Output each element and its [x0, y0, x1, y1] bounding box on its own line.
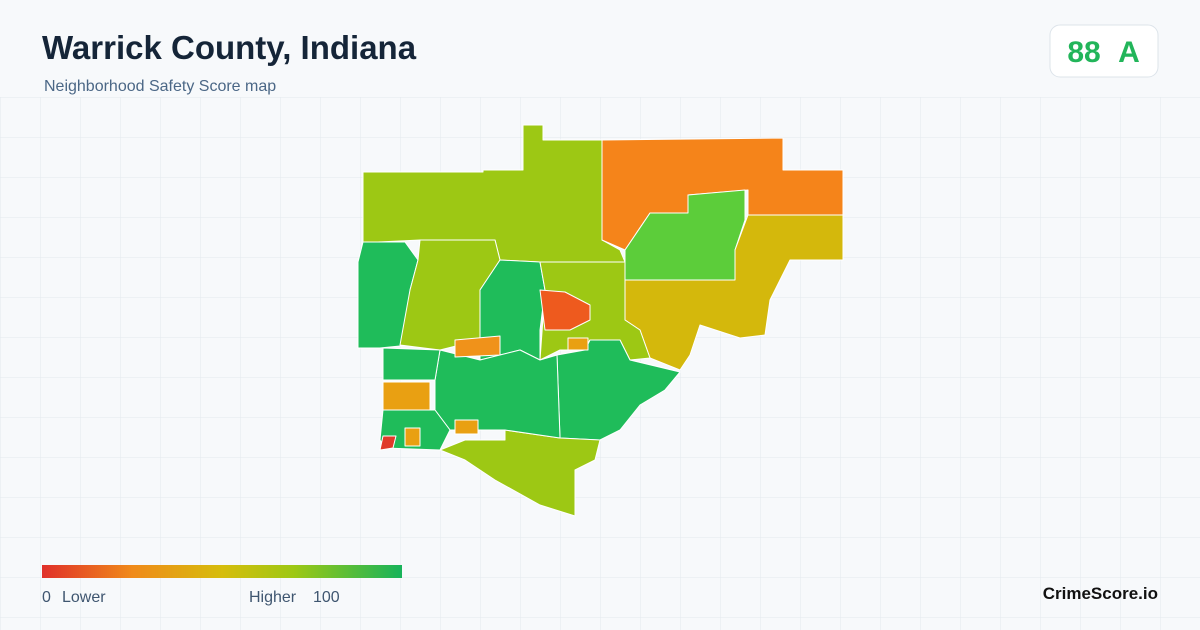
score-grade: A — [1118, 36, 1140, 69]
region — [567, 337, 589, 351]
region — [556, 339, 681, 441]
region — [539, 289, 591, 331]
region — [382, 381, 431, 411]
title: Warrick County, Indiana — [42, 29, 417, 66]
region — [434, 349, 561, 439]
region — [379, 435, 397, 451]
legend-max: 100 — [313, 589, 340, 606]
score-badge: 88 A — [1049, 24, 1159, 78]
legend: 0 Lower Higher 100 — [42, 565, 402, 606]
region — [439, 429, 601, 517]
region — [382, 347, 441, 381]
score-value: 88 — [1067, 36, 1100, 69]
region — [454, 335, 501, 358]
legend-scale — [42, 565, 402, 578]
score-box — [1049, 24, 1159, 78]
brand: CrimeScore.io — [1043, 584, 1158, 603]
region — [454, 419, 479, 435]
legend-min: 0 — [42, 589, 51, 606]
legend-min-label: Lower — [62, 589, 106, 606]
legend-max-label: Higher — [249, 589, 297, 606]
region — [624, 214, 844, 371]
region — [362, 124, 626, 263]
county-map — [357, 124, 844, 517]
region — [404, 427, 421, 447]
subtitle: Neighborhood Safety Score map — [44, 78, 276, 95]
